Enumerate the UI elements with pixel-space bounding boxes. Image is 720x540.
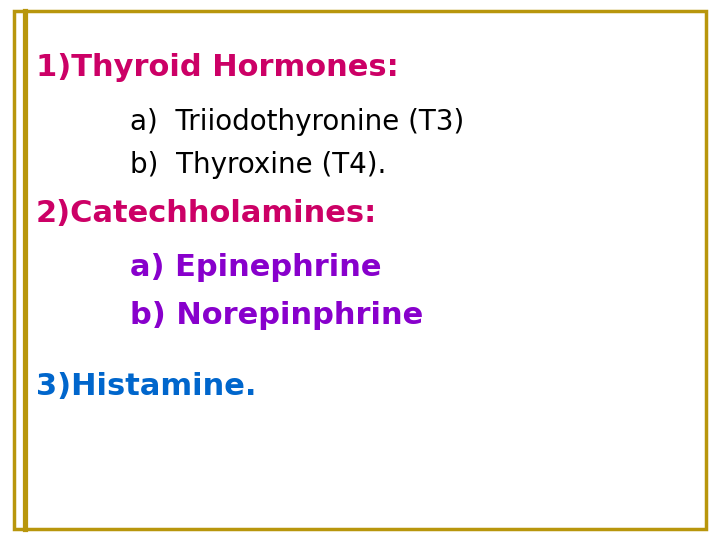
Text: b) Norepinphrine: b) Norepinphrine bbox=[130, 301, 423, 330]
Text: 3)Histamine.: 3)Histamine. bbox=[36, 372, 256, 401]
Text: a) Epinephrine: a) Epinephrine bbox=[130, 253, 381, 282]
Text: b)  Thyroxine (T4).: b) Thyroxine (T4). bbox=[130, 151, 386, 179]
Text: 1)Thyroid Hormones:: 1)Thyroid Hormones: bbox=[36, 53, 399, 82]
Text: a)  Triiodothyronine (T3): a) Triiodothyronine (T3) bbox=[130, 107, 464, 136]
Text: 2)Catechholamines:: 2)Catechholamines: bbox=[36, 199, 377, 228]
